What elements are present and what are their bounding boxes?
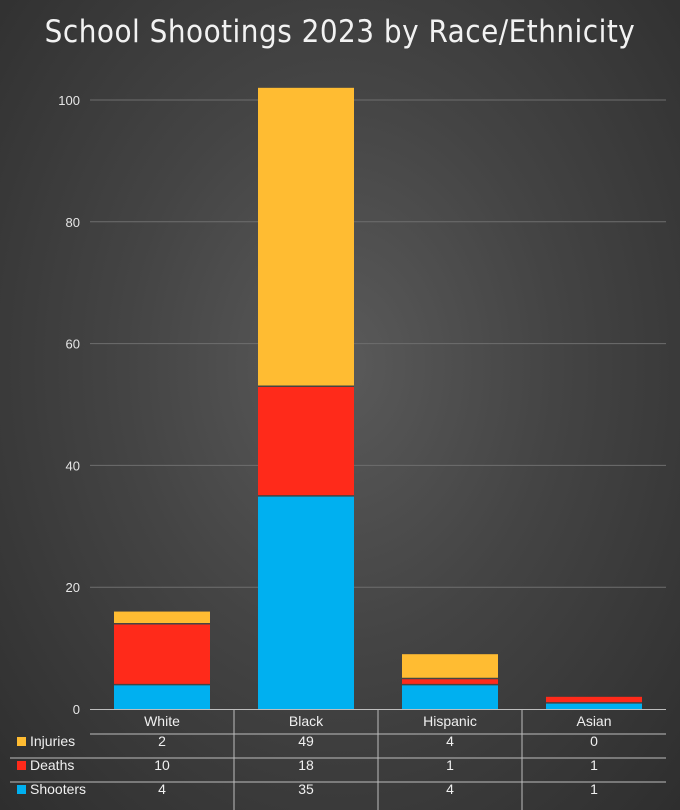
- data-label: 35: [298, 781, 314, 797]
- data-label: 4: [446, 781, 454, 797]
- data-label: 1: [446, 757, 454, 773]
- y-tick-label: 40: [66, 458, 80, 473]
- table-series-name: Shooters: [30, 781, 86, 797]
- data-label: 0: [590, 733, 598, 749]
- x-category-label: White: [144, 713, 180, 729]
- x-category-label: Hispanic: [423, 713, 477, 729]
- chart-title: School Shootings 2023 by Race/Ethnicity: [44, 14, 636, 50]
- y-tick-label: 80: [66, 215, 80, 230]
- y-tick-label: 20: [66, 580, 80, 595]
- y-tick-label: 0: [73, 702, 80, 717]
- data-label: 1: [590, 781, 598, 797]
- data-label: 4: [158, 781, 166, 797]
- legend-key-shooters: [17, 785, 26, 794]
- bar-shooters-asian: [546, 702, 642, 709]
- data-label: 10: [154, 757, 170, 773]
- data-label: 49: [298, 733, 314, 749]
- bar-injuries-hispanic: [402, 654, 498, 679]
- legend-key-injuries: [17, 737, 26, 746]
- bar-shooters-black: [258, 495, 354, 709]
- table-series-name: Deaths: [30, 757, 74, 773]
- bar-injuries-white: [114, 611, 210, 624]
- data-label: 1: [590, 757, 598, 773]
- bar-deaths-black: [258, 386, 354, 496]
- table-series-name: Injuries: [30, 733, 75, 749]
- x-category-label: Asian: [576, 713, 611, 729]
- legend-key-deaths: [17, 761, 26, 770]
- data-label: 18: [298, 757, 314, 773]
- x-category-label: Black: [289, 713, 324, 729]
- data-label: 2: [158, 733, 166, 749]
- data-label: 4: [446, 733, 454, 749]
- bar-deaths-white: [114, 623, 210, 685]
- bar-injuries-black: [258, 87, 354, 387]
- bar-shooters-hispanic: [402, 684, 498, 709]
- bar-shooters-white: [114, 684, 210, 709]
- y-tick-label: 100: [58, 93, 80, 108]
- bar-deaths-hispanic: [402, 678, 498, 685]
- bar-deaths-asian: [546, 696, 642, 703]
- y-tick-label: 60: [66, 337, 80, 352]
